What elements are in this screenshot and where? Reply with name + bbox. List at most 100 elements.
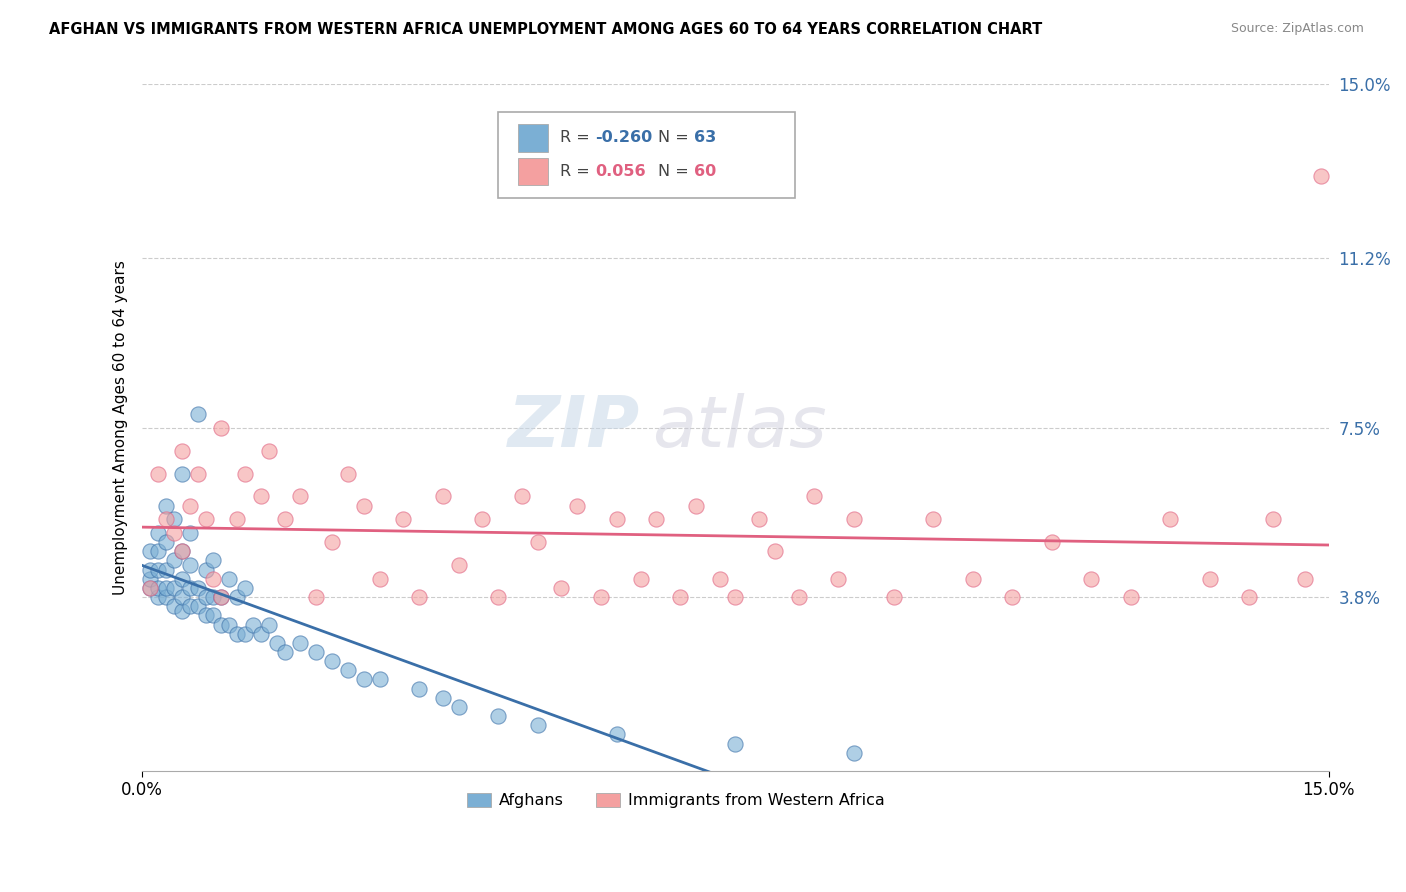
Point	[194, 563, 217, 577]
Point	[408, 681, 430, 696]
Text: R =: R =	[560, 130, 595, 145]
Point	[1294, 572, 1316, 586]
Point	[170, 544, 193, 558]
Point	[218, 572, 240, 586]
Point	[170, 544, 193, 558]
Point	[432, 489, 454, 503]
Point	[233, 626, 256, 640]
Point	[606, 727, 628, 741]
Point	[155, 499, 177, 513]
Point	[630, 572, 652, 586]
Point	[218, 617, 240, 632]
Point	[146, 526, 169, 541]
Point	[139, 572, 162, 586]
Point	[368, 572, 391, 586]
Point	[170, 604, 193, 618]
Point	[922, 512, 945, 526]
Point	[179, 499, 201, 513]
Point	[1159, 512, 1181, 526]
Point	[187, 467, 209, 481]
Text: ZIP: ZIP	[509, 393, 641, 462]
Point	[202, 590, 225, 604]
Point	[146, 581, 169, 595]
Point	[209, 421, 232, 435]
Point	[139, 544, 162, 558]
Point	[724, 737, 747, 751]
Point	[194, 590, 217, 604]
Point	[187, 581, 209, 595]
Point	[146, 563, 169, 577]
Point	[250, 626, 273, 640]
Point	[139, 581, 162, 595]
Point	[510, 489, 533, 503]
Text: 60: 60	[695, 164, 716, 179]
Point	[290, 636, 312, 650]
Text: N =: N =	[658, 164, 695, 179]
Point	[155, 590, 177, 604]
Point	[550, 581, 572, 595]
Text: R =: R =	[560, 164, 595, 179]
Point	[170, 590, 193, 604]
Point	[526, 535, 548, 549]
Point	[179, 581, 201, 595]
Point	[685, 499, 707, 513]
Point	[179, 599, 201, 614]
Point	[1263, 512, 1285, 526]
Point	[273, 645, 295, 659]
Point	[321, 535, 343, 549]
Point	[669, 590, 692, 604]
Point	[392, 512, 415, 526]
Point	[202, 608, 225, 623]
Point	[146, 467, 169, 481]
Point	[305, 590, 328, 604]
Point	[257, 443, 280, 458]
Point	[170, 572, 193, 586]
Text: -0.260: -0.260	[596, 130, 652, 145]
Point	[526, 718, 548, 732]
Point	[202, 572, 225, 586]
Point	[1080, 572, 1102, 586]
Point	[155, 563, 177, 577]
Point	[226, 590, 249, 604]
Point	[179, 558, 201, 572]
Point	[250, 489, 273, 503]
Point	[748, 512, 770, 526]
Point	[724, 590, 747, 604]
Point	[842, 512, 865, 526]
Point	[1001, 590, 1024, 604]
Point	[163, 581, 186, 595]
Point	[1040, 535, 1063, 549]
Point	[209, 590, 232, 604]
FancyBboxPatch shape	[498, 112, 794, 198]
Point	[589, 590, 612, 604]
Point	[266, 636, 288, 650]
Point	[336, 467, 359, 481]
Point	[155, 512, 177, 526]
Point	[321, 654, 343, 668]
Point	[606, 512, 628, 526]
Text: 63: 63	[695, 130, 716, 145]
Point	[170, 443, 193, 458]
Point	[1119, 590, 1142, 604]
Point	[305, 645, 328, 659]
Point	[883, 590, 905, 604]
Point	[273, 512, 295, 526]
Point	[187, 407, 209, 421]
Point	[163, 599, 186, 614]
Point	[787, 590, 810, 604]
Point	[471, 512, 494, 526]
Point	[645, 512, 668, 526]
Point	[408, 590, 430, 604]
Point	[486, 590, 509, 604]
Point	[146, 544, 169, 558]
Point	[163, 526, 186, 541]
Point	[962, 572, 984, 586]
Point	[257, 617, 280, 632]
Point	[209, 590, 232, 604]
Point	[233, 581, 256, 595]
Point	[194, 512, 217, 526]
Bar	[519, 124, 548, 152]
Point	[146, 590, 169, 604]
Point	[353, 673, 375, 687]
Point	[202, 553, 225, 567]
